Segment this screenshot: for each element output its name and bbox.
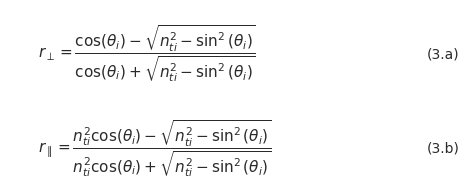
Text: $r_{\parallel} = \dfrac{n_{ti}^{2}\cos(\theta_i)-\sqrt{n_{ti}^{2}-\sin^{2}(\thet: $r_{\parallel} = \dfrac{n_{ti}^{2}\cos(\… bbox=[38, 118, 272, 180]
Text: $r_{\perp} = \dfrac{\cos(\theta_i)-\sqrt{n_{ti}^{2}-\sin^{2}(\theta_i)}}{\cos(\t: $r_{\perp} = \dfrac{\cos(\theta_i)-\sqrt… bbox=[38, 24, 256, 85]
Text: (3.b): (3.b) bbox=[427, 142, 460, 156]
Text: (3.a): (3.a) bbox=[427, 48, 460, 62]
